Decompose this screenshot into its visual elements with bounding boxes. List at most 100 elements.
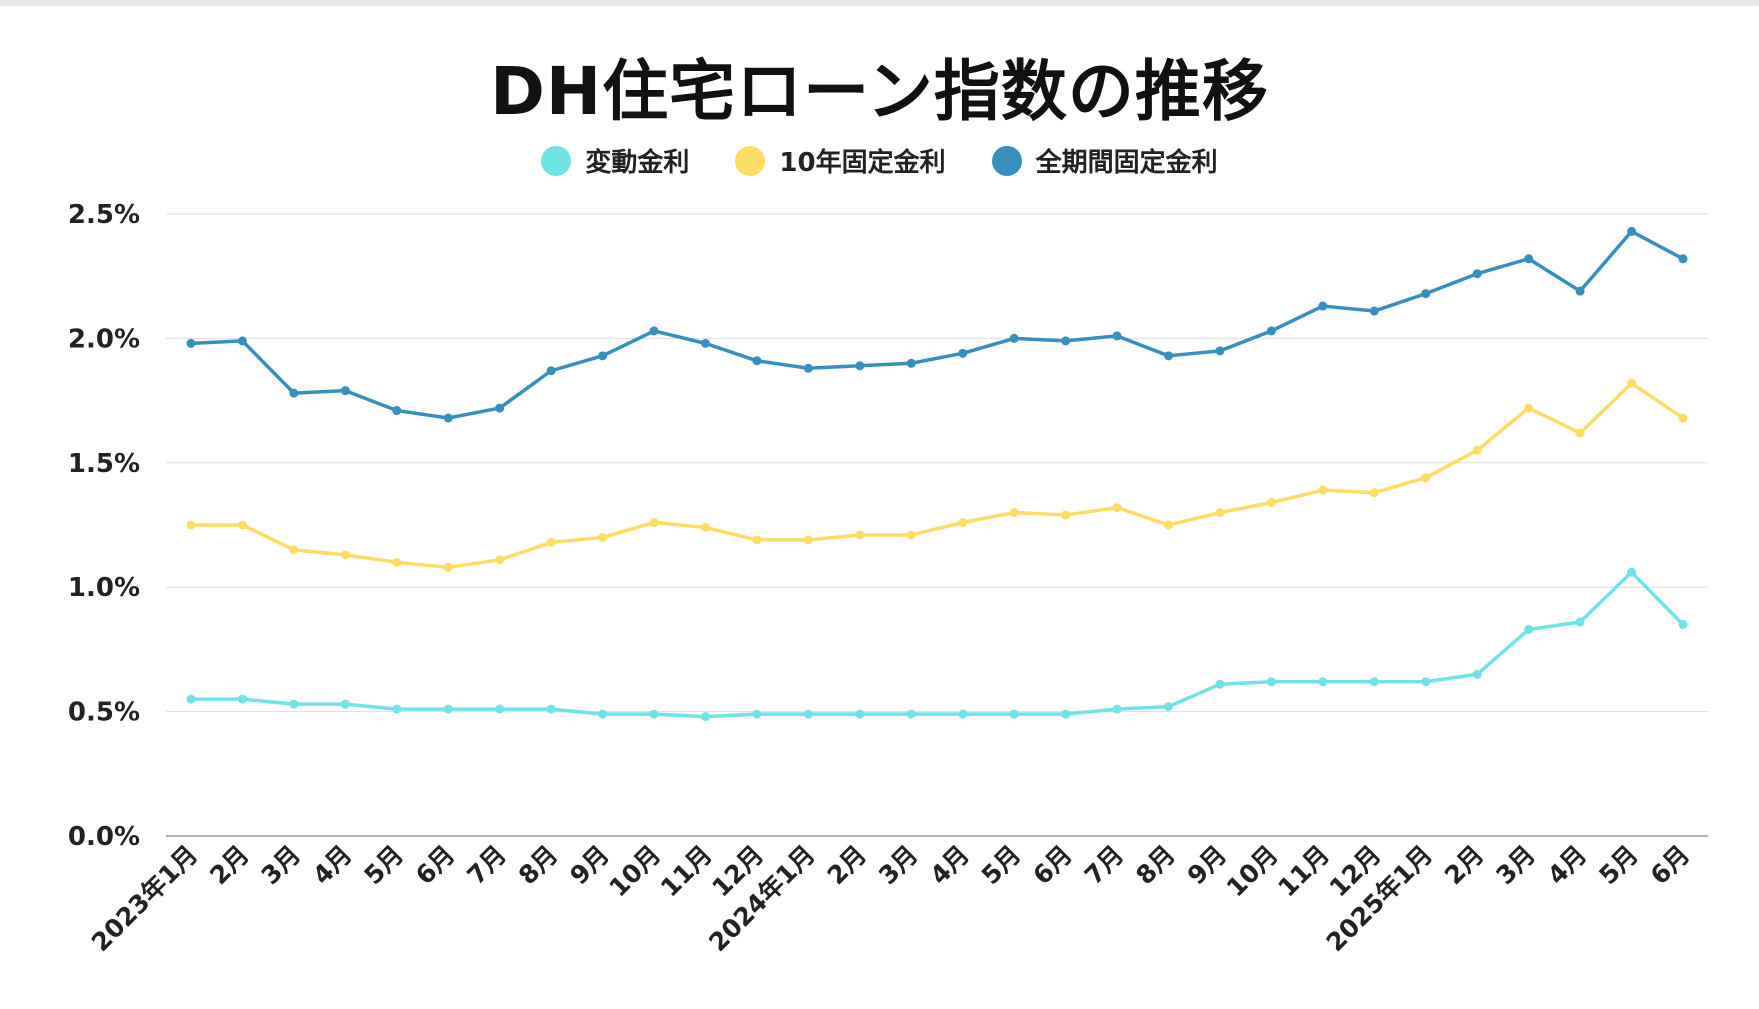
x-tick-label: 3月 [256, 840, 306, 890]
x-tick-label: 6月 [1027, 840, 1077, 890]
data-point [752, 709, 762, 719]
data-point [700, 712, 710, 722]
series-line-2 [190, 229, 1684, 420]
data-point [1112, 704, 1122, 714]
legend-swatch-2 [991, 145, 1022, 176]
data-point [289, 699, 299, 709]
data-point [855, 709, 865, 719]
data-point [546, 704, 556, 714]
data-point [237, 336, 247, 346]
x-tick-label: 2023年1月 [86, 840, 203, 957]
data-point [443, 562, 453, 572]
legend-swatch-0 [541, 145, 572, 176]
data-point [906, 530, 916, 540]
x-tick-label: 2月 [1439, 840, 1489, 890]
data-point [1112, 503, 1122, 513]
series-line-0 [191, 570, 1685, 719]
data-point [1627, 378, 1637, 388]
legend-label: 変動金利 [585, 148, 690, 178]
data-point [1369, 306, 1379, 316]
data-point [1112, 331, 1122, 341]
data-point [855, 530, 865, 540]
data-point [1678, 413, 1688, 423]
data-point [546, 537, 556, 547]
data-point [598, 351, 608, 361]
data-point [443, 413, 453, 423]
x-tick-label: 5月 [976, 840, 1026, 890]
data-point [340, 550, 350, 560]
x-tick-label: 6月 [410, 840, 460, 890]
data-point [855, 361, 865, 371]
data-point [1266, 677, 1276, 687]
data-point [1164, 351, 1174, 361]
y-tick-label: 2.0% [68, 324, 140, 354]
x-tick-label: 3月 [873, 840, 923, 890]
x-tick-label: 4月 [924, 840, 974, 890]
data-point [958, 709, 968, 719]
data-point [495, 403, 505, 413]
x-tick-label: 6月 [1645, 840, 1695, 890]
y-tick-label: 0.5% [68, 698, 140, 728]
data-point [1061, 709, 1071, 719]
data-point [1421, 289, 1431, 299]
data-point [1215, 346, 1225, 356]
data-point [392, 406, 402, 416]
data-point [958, 518, 968, 528]
data-point [1575, 428, 1585, 438]
data-point [803, 709, 813, 719]
data-point [1472, 669, 1482, 679]
data-point [598, 709, 608, 719]
data-point [700, 522, 710, 532]
x-tick-label: 2月 [204, 840, 254, 890]
data-point [1318, 677, 1328, 687]
data-point [1061, 336, 1071, 346]
data-point [649, 709, 659, 719]
data-point [392, 557, 402, 567]
data-point [1627, 226, 1637, 236]
x-tick-label: 4月 [1542, 840, 1592, 890]
data-point [1009, 333, 1019, 343]
y-tick-label: 1.5% [68, 449, 140, 479]
x-tick-label: 4月 [307, 840, 357, 890]
x-tick-label: 3月 [1490, 840, 1540, 890]
legend-item: 10年固定金利 [735, 142, 946, 179]
data-point [906, 709, 916, 719]
x-tick-label: 10月 [603, 840, 666, 903]
data-point [495, 704, 505, 714]
data-point [700, 338, 710, 348]
data-point [958, 348, 968, 358]
data-point [1524, 254, 1534, 264]
data-point [392, 704, 402, 714]
x-tick-label: 11月 [655, 840, 718, 903]
data-point [1369, 677, 1379, 687]
data-point [1266, 326, 1276, 336]
x-tick-label: 11月 [1272, 840, 1335, 903]
data-point [1575, 617, 1585, 627]
x-tick-label: 7月 [461, 840, 511, 890]
data-point [752, 356, 762, 366]
legend-label: 10年固定金利 [779, 148, 946, 178]
data-point [340, 386, 350, 396]
x-tick-label: 7月 [1079, 840, 1129, 890]
data-point [546, 366, 556, 376]
data-point [649, 518, 659, 528]
data-point [1678, 620, 1688, 630]
data-point [803, 535, 813, 545]
data-point [1421, 677, 1431, 687]
data-point [1164, 520, 1174, 530]
data-point [1215, 679, 1225, 689]
data-point [1164, 702, 1174, 712]
data-point [1318, 301, 1328, 311]
legend-label: 全期間固定金利 [1035, 148, 1218, 178]
legend-swatch-1 [735, 145, 766, 176]
data-point [803, 363, 813, 373]
data-point [598, 532, 608, 542]
data-point [1627, 567, 1637, 577]
y-tick-label: 2.5% [68, 200, 140, 230]
data-point [1215, 508, 1225, 518]
series-line-1 [191, 381, 1684, 570]
chart-title: DH住宅ローン指数の推移 [490, 53, 1269, 130]
data-point [752, 535, 762, 545]
x-tick-label: 5月 [1593, 840, 1643, 890]
data-point [1009, 508, 1019, 518]
